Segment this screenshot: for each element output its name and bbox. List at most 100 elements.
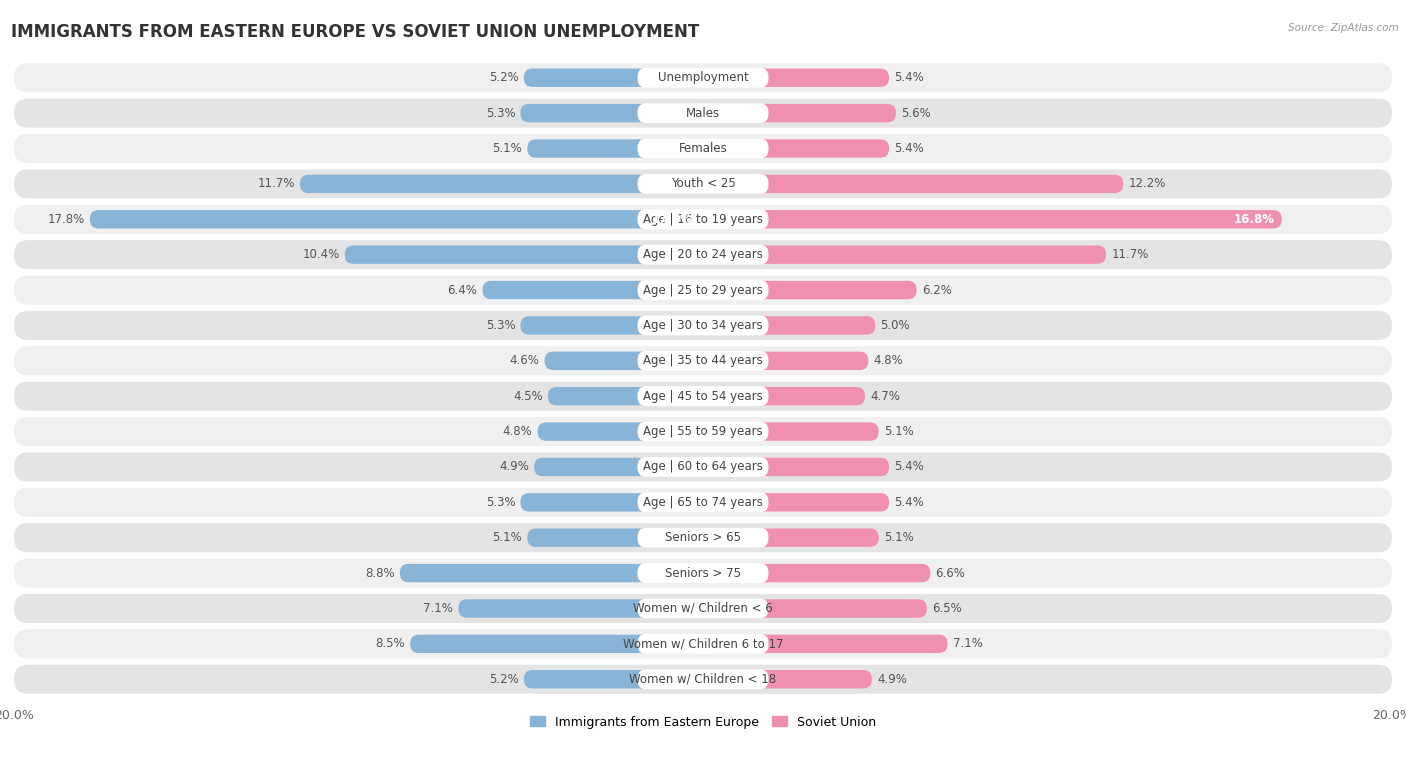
Text: 5.4%: 5.4%: [894, 71, 924, 84]
FancyBboxPatch shape: [637, 280, 769, 300]
Text: 5.3%: 5.3%: [485, 496, 515, 509]
Text: 11.7%: 11.7%: [1111, 248, 1149, 261]
FancyBboxPatch shape: [14, 594, 1392, 623]
FancyBboxPatch shape: [411, 634, 703, 653]
FancyBboxPatch shape: [299, 175, 703, 193]
FancyBboxPatch shape: [703, 139, 889, 157]
Text: 4.7%: 4.7%: [870, 390, 900, 403]
FancyBboxPatch shape: [637, 528, 769, 547]
FancyBboxPatch shape: [520, 104, 703, 123]
Text: 5.4%: 5.4%: [894, 496, 924, 509]
FancyBboxPatch shape: [344, 245, 703, 264]
Text: Youth < 25: Youth < 25: [671, 177, 735, 191]
Text: 8.5%: 8.5%: [375, 637, 405, 650]
FancyBboxPatch shape: [703, 634, 948, 653]
FancyBboxPatch shape: [637, 174, 769, 194]
FancyBboxPatch shape: [544, 351, 703, 370]
Text: 4.6%: 4.6%: [509, 354, 540, 367]
FancyBboxPatch shape: [637, 563, 769, 583]
FancyBboxPatch shape: [14, 453, 1392, 481]
FancyBboxPatch shape: [14, 346, 1392, 375]
Text: Age | 60 to 64 years: Age | 60 to 64 years: [643, 460, 763, 473]
Text: 6.2%: 6.2%: [922, 284, 952, 297]
Text: 5.0%: 5.0%: [880, 319, 910, 332]
FancyBboxPatch shape: [703, 104, 896, 123]
Text: IMMIGRANTS FROM EASTERN EUROPE VS SOVIET UNION UNEMPLOYMENT: IMMIGRANTS FROM EASTERN EUROPE VS SOVIET…: [11, 23, 700, 41]
FancyBboxPatch shape: [637, 103, 769, 123]
FancyBboxPatch shape: [637, 139, 769, 158]
FancyBboxPatch shape: [524, 670, 703, 688]
FancyBboxPatch shape: [548, 387, 703, 406]
Text: 4.5%: 4.5%: [513, 390, 543, 403]
Text: 4.9%: 4.9%: [877, 673, 907, 686]
FancyBboxPatch shape: [637, 210, 769, 229]
Text: Age | 30 to 34 years: Age | 30 to 34 years: [643, 319, 763, 332]
FancyBboxPatch shape: [703, 351, 869, 370]
Legend: Immigrants from Eastern Europe, Soviet Union: Immigrants from Eastern Europe, Soviet U…: [526, 711, 880, 734]
FancyBboxPatch shape: [14, 64, 1392, 92]
Text: Age | 35 to 44 years: Age | 35 to 44 years: [643, 354, 763, 367]
FancyBboxPatch shape: [458, 600, 703, 618]
Text: 5.1%: 5.1%: [492, 142, 522, 155]
FancyBboxPatch shape: [637, 493, 769, 512]
FancyBboxPatch shape: [14, 276, 1392, 304]
FancyBboxPatch shape: [14, 488, 1392, 517]
Text: Age | 65 to 74 years: Age | 65 to 74 years: [643, 496, 763, 509]
FancyBboxPatch shape: [520, 316, 703, 335]
Text: 8.8%: 8.8%: [366, 566, 395, 580]
FancyBboxPatch shape: [14, 134, 1392, 163]
FancyBboxPatch shape: [703, 175, 1123, 193]
FancyBboxPatch shape: [637, 599, 769, 618]
FancyBboxPatch shape: [520, 493, 703, 512]
FancyBboxPatch shape: [637, 245, 769, 265]
FancyBboxPatch shape: [703, 245, 1107, 264]
FancyBboxPatch shape: [482, 281, 703, 299]
Text: 7.1%: 7.1%: [953, 637, 983, 650]
FancyBboxPatch shape: [703, 281, 917, 299]
Text: 5.2%: 5.2%: [489, 71, 519, 84]
Text: Seniors > 65: Seniors > 65: [665, 531, 741, 544]
FancyBboxPatch shape: [637, 422, 769, 441]
FancyBboxPatch shape: [637, 634, 769, 654]
FancyBboxPatch shape: [703, 316, 875, 335]
FancyBboxPatch shape: [537, 422, 703, 441]
FancyBboxPatch shape: [703, 387, 865, 406]
Text: 5.3%: 5.3%: [485, 319, 515, 332]
Text: Males: Males: [686, 107, 720, 120]
FancyBboxPatch shape: [637, 68, 769, 88]
Text: 11.7%: 11.7%: [257, 177, 295, 191]
Text: Age | 45 to 54 years: Age | 45 to 54 years: [643, 390, 763, 403]
FancyBboxPatch shape: [524, 69, 703, 87]
FancyBboxPatch shape: [703, 564, 931, 582]
FancyBboxPatch shape: [14, 417, 1392, 446]
Text: 7.1%: 7.1%: [423, 602, 453, 615]
FancyBboxPatch shape: [703, 600, 927, 618]
Text: 5.1%: 5.1%: [884, 531, 914, 544]
Text: 6.4%: 6.4%: [447, 284, 478, 297]
FancyBboxPatch shape: [534, 458, 703, 476]
FancyBboxPatch shape: [14, 665, 1392, 693]
Text: 5.3%: 5.3%: [485, 107, 515, 120]
FancyBboxPatch shape: [527, 139, 703, 157]
Text: 5.1%: 5.1%: [492, 531, 522, 544]
Text: 4.8%: 4.8%: [873, 354, 903, 367]
Text: Source: ZipAtlas.com: Source: ZipAtlas.com: [1288, 23, 1399, 33]
Text: 5.4%: 5.4%: [894, 142, 924, 155]
Text: 4.8%: 4.8%: [503, 425, 533, 438]
FancyBboxPatch shape: [14, 311, 1392, 340]
FancyBboxPatch shape: [637, 386, 769, 406]
Text: 5.4%: 5.4%: [894, 460, 924, 473]
FancyBboxPatch shape: [399, 564, 703, 582]
FancyBboxPatch shape: [703, 458, 889, 476]
FancyBboxPatch shape: [637, 669, 769, 689]
FancyBboxPatch shape: [14, 205, 1392, 234]
Text: Unemployment: Unemployment: [658, 71, 748, 84]
Text: 6.6%: 6.6%: [935, 566, 966, 580]
FancyBboxPatch shape: [14, 240, 1392, 269]
FancyBboxPatch shape: [637, 351, 769, 371]
Text: Age | 16 to 19 years: Age | 16 to 19 years: [643, 213, 763, 226]
Text: 17.8%: 17.8%: [48, 213, 84, 226]
Text: 5.6%: 5.6%: [901, 107, 931, 120]
Text: 16.8%: 16.8%: [1234, 213, 1275, 226]
FancyBboxPatch shape: [637, 316, 769, 335]
